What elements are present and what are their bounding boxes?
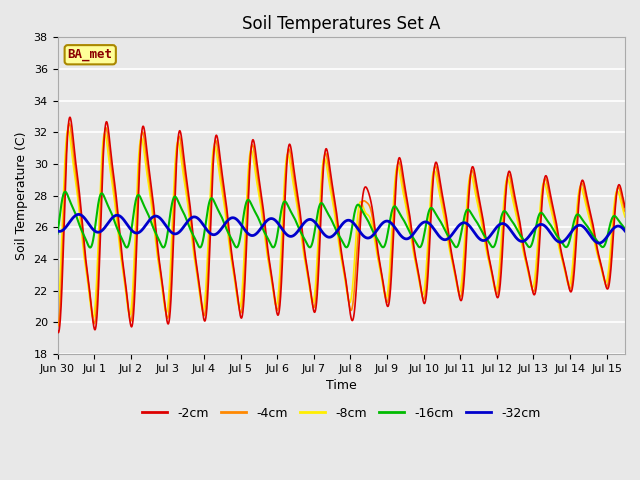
X-axis label: Time: Time [326, 379, 356, 392]
Text: BA_met: BA_met [68, 48, 113, 61]
Title: Soil Temperatures Set A: Soil Temperatures Set A [242, 15, 440, 33]
Legend: -2cm, -4cm, -8cm, -16cm, -32cm: -2cm, -4cm, -8cm, -16cm, -32cm [137, 402, 545, 424]
Y-axis label: Soil Temperature (C): Soil Temperature (C) [15, 132, 28, 260]
